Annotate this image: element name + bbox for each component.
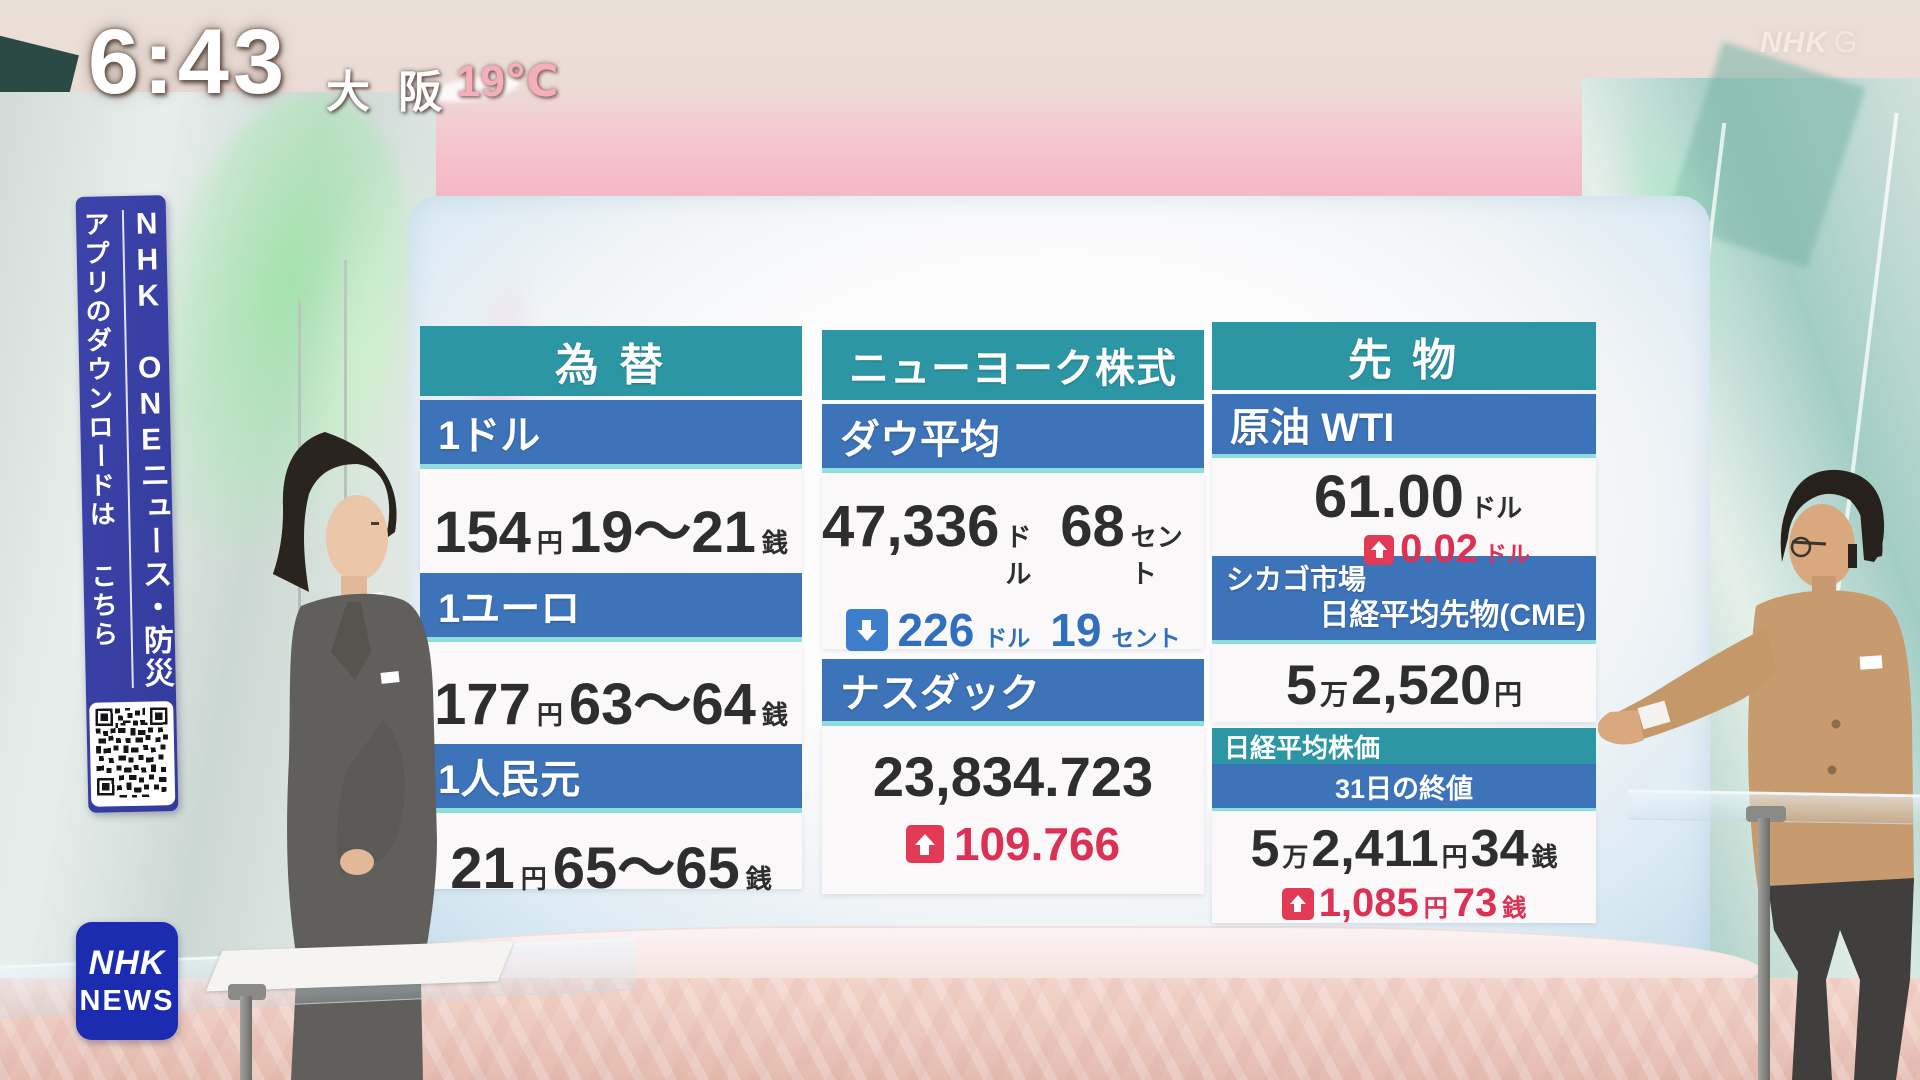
nikkei-yen: 2,411 <box>1311 820 1439 878</box>
nikkei-value-box: 5 万 2,411 円 34 銭 1,085 円 73 銭 <box>1212 811 1596 925</box>
nhk-news-logo: NHK NEWS <box>76 922 178 1040</box>
up-arrow-icon <box>1281 887 1314 920</box>
dollar-unit: ドル <box>1470 493 1523 523</box>
fx-row-eur-value: 177 円 63〜64 銭 <box>420 642 802 744</box>
nikkei-change-sen: 73 <box>1452 881 1498 925</box>
qr-code <box>89 701 176 807</box>
usd-amount: 154 <box>434 500 531 565</box>
qr-code-image <box>95 707 168 798</box>
yen-unit: 円 <box>1441 842 1468 872</box>
eur-amount: 177 <box>434 672 531 737</box>
lectern-right-clamp <box>1746 806 1786 822</box>
wti-change: 0.02 <box>1400 527 1478 571</box>
nikkei-man: 5 <box>1250 820 1280 878</box>
ny-panel: ニューヨーク株式 ダウ平均 47,336 ドル 68 セント 226 ドル 19… <box>822 330 1204 894</box>
wti-label: 原油 WTI <box>1212 394 1596 458</box>
fx-row-cny-label: 1人民元 <box>420 744 802 813</box>
down-arrow-icon <box>845 609 888 651</box>
dollar-unit: ドル <box>1484 541 1530 567</box>
logo-nhk-text: NHK <box>88 944 166 982</box>
up-arrow-icon <box>905 825 944 863</box>
cme-value: 2,520 <box>1351 653 1492 716</box>
sen-unit: 銭 <box>1531 842 1558 872</box>
up-arrow-icon <box>1364 534 1395 565</box>
yen-unit: 円 <box>1423 895 1448 922</box>
yen-unit: 円 <box>536 528 563 558</box>
dollar-unit: ドル <box>1005 522 1032 589</box>
cny-range: 65〜65 <box>552 836 740 901</box>
sen-unit: 銭 <box>745 864 772 894</box>
weather-temp: 19℃ <box>456 57 559 106</box>
usd-range: 19〜21 <box>568 500 756 565</box>
cme-value-box: 5 万 2,520 円 <box>1212 644 1596 722</box>
futures-panel: 先 物 原油 WTI 61.00 ドル 0.02 ドル シカゴ市場 日経平均先物… <box>1212 322 1596 925</box>
sen-unit: 銭 <box>761 528 788 558</box>
man-unit: 万 <box>1282 842 1309 872</box>
nasdaq-value-box: 23,834.723 109.766 <box>822 726 1204 894</box>
dow-value-box: 47,336 ドル 68 セント 226 ドル 19 セント <box>822 473 1204 656</box>
fx-row-usd-label: 1ドル <box>420 400 802 469</box>
sen-unit: 銭 <box>1502 895 1527 922</box>
nasdaq-value: 23,834.723 <box>872 745 1154 808</box>
nasdaq-change: 109.766 <box>953 818 1121 870</box>
lectern-left-pole <box>240 996 252 1080</box>
logo-news-text: NEWS <box>79 985 175 1017</box>
clock: 6:43 <box>88 11 289 113</box>
cme-man: 5 <box>1285 653 1317 716</box>
nikkei-change-yen: 1,085 <box>1318 881 1419 925</box>
dollar-unit: ドル <box>984 625 1031 651</box>
sen-unit: 銭 <box>761 700 788 730</box>
futures-panel-header: 先 物 <box>1212 322 1596 390</box>
cme-label-line1: シカゴ市場 <box>1226 564 1367 595</box>
banner-title: NHK ONEニュース・防災 <box>129 207 173 691</box>
fx-panel: 為 替 1ドル 154 円 19〜21 銭 1ユーロ 177 円 63〜64 銭… <box>420 326 802 901</box>
weather-city: 大 阪 <box>326 68 451 117</box>
cny-amount: 21 <box>450 836 515 901</box>
dow-dollars: 47,336 <box>822 494 1000 559</box>
channel-watermark: NHK G <box>1760 26 1858 60</box>
lectern-right-pole <box>1758 818 1770 1080</box>
watermark-g: G <box>1834 26 1859 59</box>
dow-change-dollars: 226 <box>897 604 975 656</box>
dow-label: ダウ平均 <box>822 404 1204 473</box>
cme-label-line2: 日経平均先物(CME) <box>1319 599 1586 632</box>
nasdaq-label: ナスダック <box>822 659 1204 726</box>
fx-row-eur-label: 1ユーロ <box>420 573 802 642</box>
dow-cents: 68 <box>1060 494 1125 559</box>
wti-value: 61.00 <box>1313 463 1465 530</box>
fx-row-cny-value: 21 円 65〜65 銭 <box>420 813 802 901</box>
eur-range: 63〜64 <box>568 672 756 737</box>
yen-unit: 円 <box>536 700 563 730</box>
cent-unit: セント <box>1130 522 1183 589</box>
nikkei-sub-label: 31日の終値 <box>1212 764 1596 811</box>
man-unit: 万 <box>1319 679 1348 710</box>
banner-subtitle: アプリのダウンロードは こちら <box>79 210 120 650</box>
nikkei-label: 日経平均株価 <box>1212 728 1596 764</box>
cent-unit: セント <box>1111 625 1181 651</box>
lectern-left-clamp <box>228 984 266 1000</box>
ny-panel-header: ニューヨーク株式 <box>822 330 1204 400</box>
yen-unit: 円 <box>520 864 547 894</box>
cme-label: シカゴ市場 日経平均先物(CME) <box>1212 556 1596 644</box>
watermark-nhk: NHK <box>1760 26 1828 59</box>
yen-unit: 円 <box>1494 679 1523 710</box>
fx-row-usd-value: 154 円 19〜21 銭 <box>420 469 802 573</box>
fx-panel-header: 為 替 <box>420 326 802 396</box>
nikkei-sen: 34 <box>1470 820 1529 878</box>
wti-value-box: 61.00 ドル 0.02 ドル <box>1212 458 1596 571</box>
dow-change-cents: 19 <box>1050 604 1102 656</box>
app-promo-banner: NHK ONEニュース・防災 アプリのダウンロードは こちら <box>75 195 179 813</box>
